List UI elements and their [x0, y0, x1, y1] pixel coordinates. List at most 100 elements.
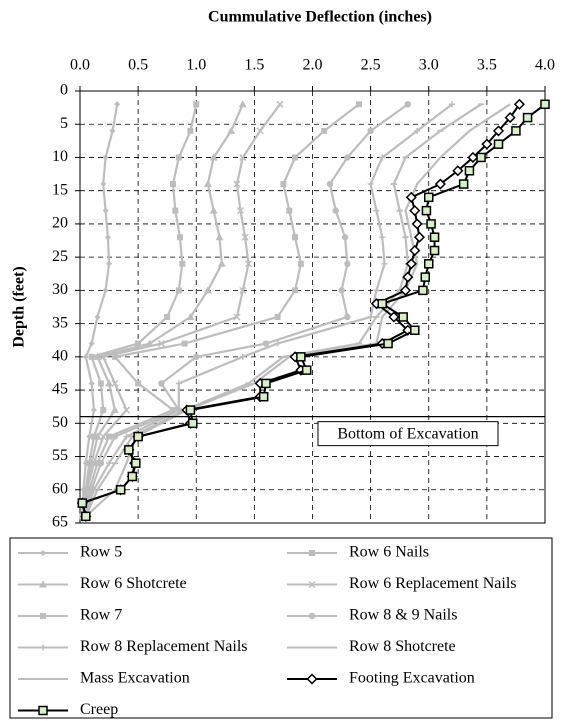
marker [476, 152, 486, 163]
marker [106, 260, 113, 267]
marker [114, 101, 121, 108]
marker [40, 550, 46, 556]
marker [77, 498, 88, 508]
marker [135, 380, 142, 387]
marker [94, 313, 101, 320]
marker [414, 127, 421, 134]
marker [379, 234, 386, 241]
marker [215, 233, 224, 241]
marker [276, 100, 284, 108]
marker [426, 219, 436, 229]
marker [179, 260, 186, 267]
marker [309, 550, 315, 556]
plot-frame [79, 90, 546, 524]
x-tick-label: 2.0 [303, 57, 323, 74]
marker [239, 286, 247, 294]
marker [88, 353, 95, 360]
marker [367, 313, 374, 320]
marker [308, 612, 316, 620]
marker [540, 99, 550, 110]
y-tick-label: 40 [52, 348, 68, 365]
marker [106, 433, 113, 440]
marker [258, 391, 269, 402]
marker [404, 101, 412, 108]
x-tick-label: 1.0 [186, 57, 206, 74]
y-tick-label: 5 [60, 115, 68, 132]
marker [434, 178, 446, 190]
marker [193, 101, 200, 108]
legend-label: Row 8 Shotcrete [349, 638, 456, 655]
marker [301, 365, 312, 375]
marker [133, 431, 143, 442]
y-tick-label: 55 [52, 447, 68, 464]
marker [238, 100, 247, 108]
marker [241, 233, 249, 241]
series [80, 101, 362, 520]
marker [124, 445, 134, 455]
marker [97, 380, 104, 387]
x-tick-label: 2.5 [361, 57, 381, 74]
legend-label: Row 7 [80, 607, 122, 624]
marker [111, 353, 118, 360]
marker [127, 471, 138, 482]
marker [86, 460, 93, 467]
marker [102, 154, 109, 161]
y-tick-label: 15 [52, 181, 68, 198]
marker [338, 287, 345, 294]
marker [38, 705, 48, 716]
marker [39, 580, 47, 588]
legend-label: Row 6 Shotcrete [80, 575, 187, 592]
marker [82, 353, 89, 360]
marker [261, 378, 271, 389]
marker [40, 644, 46, 651]
marker [135, 340, 142, 347]
marker [203, 180, 212, 188]
marker [296, 352, 306, 362]
marker [111, 433, 119, 440]
marker [377, 298, 387, 309]
legend-label: Row 6 Nails [349, 544, 429, 561]
marker [193, 353, 200, 361]
annotation: Bottom of Excavation [337, 425, 478, 442]
marker [405, 258, 417, 270]
marker [421, 205, 432, 216]
marker [286, 207, 293, 214]
marker [367, 181, 374, 188]
marker [81, 511, 91, 522]
marker [373, 207, 380, 214]
y-tick-label: 60 [52, 480, 68, 497]
marker [94, 460, 101, 467]
legend-label: Row 8 Replacement Nails [80, 638, 248, 655]
marker [209, 206, 218, 214]
marker [102, 207, 109, 214]
marker [292, 154, 299, 161]
y-tick-label: 10 [52, 148, 68, 165]
marker [86, 433, 93, 440]
marker [93, 432, 102, 440]
marker [122, 406, 131, 414]
legend-label: Footing Excavation [349, 670, 475, 687]
marker [104, 234, 111, 241]
marker [321, 127, 328, 134]
marker [262, 340, 270, 347]
marker [106, 460, 113, 467]
x-tick-label: 0.5 [128, 57, 148, 74]
marker [513, 98, 525, 110]
marker [99, 353, 107, 361]
marker [93, 352, 102, 360]
chart-title: Cummulative Deflection (inches) [208, 9, 432, 26]
series [78, 100, 247, 520]
marker [256, 127, 264, 135]
marker [449, 101, 455, 108]
marker [410, 325, 420, 336]
marker [131, 458, 141, 468]
marker [504, 112, 516, 124]
marker [381, 260, 388, 267]
marker [181, 340, 188, 347]
y-tick-label: 25 [52, 248, 68, 265]
marker [429, 245, 440, 256]
series [81, 101, 455, 520]
marker [367, 127, 374, 135]
marker [383, 338, 393, 349]
